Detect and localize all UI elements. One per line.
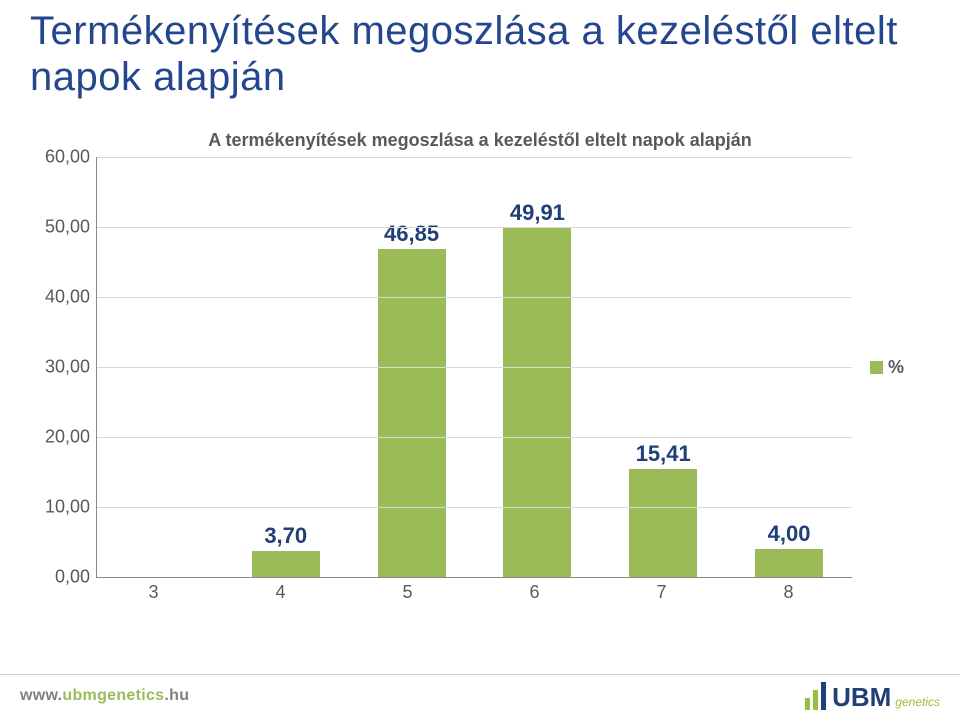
x-tick: 6 xyxy=(471,582,598,603)
plot: 3,70 46,85 49,91 15,41 4,00 xyxy=(96,157,852,578)
bar: 3,70 xyxy=(252,551,320,577)
x-axis: 345678 xyxy=(90,582,852,603)
y-tick: 60,00 xyxy=(45,147,90,168)
x-tick: 7 xyxy=(598,582,725,603)
gridline xyxy=(97,367,852,368)
slide-title: Termékenyítések megoszlása a kezeléstől … xyxy=(30,8,930,100)
y-tick: 10,00 xyxy=(45,497,90,518)
legend-label: % xyxy=(888,357,904,378)
y-tick: 0,00 xyxy=(55,567,90,588)
logo-bars-icon xyxy=(805,682,826,710)
bar: 49,91 xyxy=(503,228,571,577)
chart-title: A termékenyítések megoszlása a kezeléstő… xyxy=(30,130,930,151)
footer-url: www.ubmgenetics.hu xyxy=(20,687,189,705)
bar-value-label: 15,41 xyxy=(636,441,691,467)
footer-url-prefix: www. xyxy=(20,687,62,704)
bar-value-label: 4,00 xyxy=(768,521,811,547)
y-tick: 50,00 xyxy=(45,216,90,237)
bar: 46,85 xyxy=(378,249,446,577)
gridline xyxy=(97,227,852,228)
gridline xyxy=(97,437,852,438)
y-tick: 30,00 xyxy=(45,357,90,378)
logo-bar-3 xyxy=(821,682,826,710)
gridline xyxy=(97,507,852,508)
gridline xyxy=(97,297,852,298)
bar-value-label: 3,70 xyxy=(264,523,307,549)
footer-logo: UBM genetics xyxy=(805,682,940,710)
bar: 15,41 xyxy=(629,469,697,577)
x-tick: 8 xyxy=(725,582,852,603)
footer: www.ubmgenetics.hu UBM genetics xyxy=(0,674,960,717)
bar-value-label: 46,85 xyxy=(384,221,439,247)
bar-value-label: 49,91 xyxy=(510,200,565,226)
y-tick: 20,00 xyxy=(45,426,90,447)
legend: % xyxy=(852,157,930,577)
y-axis: 60,0050,0040,0030,0020,0010,000,00 xyxy=(30,157,96,577)
gridline xyxy=(97,157,852,158)
chart-area: A termékenyítések megoszlása a kezeléstő… xyxy=(30,130,930,660)
x-tick: 5 xyxy=(344,582,471,603)
logo-subtext: genetics xyxy=(895,696,940,708)
logo-bar-2 xyxy=(813,690,818,710)
logo-text: UBM xyxy=(832,684,891,710)
x-tick: 3 xyxy=(90,582,217,603)
y-tick: 40,00 xyxy=(45,286,90,307)
plot-wrap: 60,0050,0040,0030,0020,0010,000,00 3,704… xyxy=(30,157,930,578)
logo-bar-1 xyxy=(805,698,810,710)
footer-url-suffix: .hu xyxy=(164,687,189,704)
x-tick: 4 xyxy=(217,582,344,603)
footer-url-domain: ubmgenetics xyxy=(62,687,164,704)
legend-swatch xyxy=(870,361,883,374)
bar: 4,00 xyxy=(755,549,823,577)
